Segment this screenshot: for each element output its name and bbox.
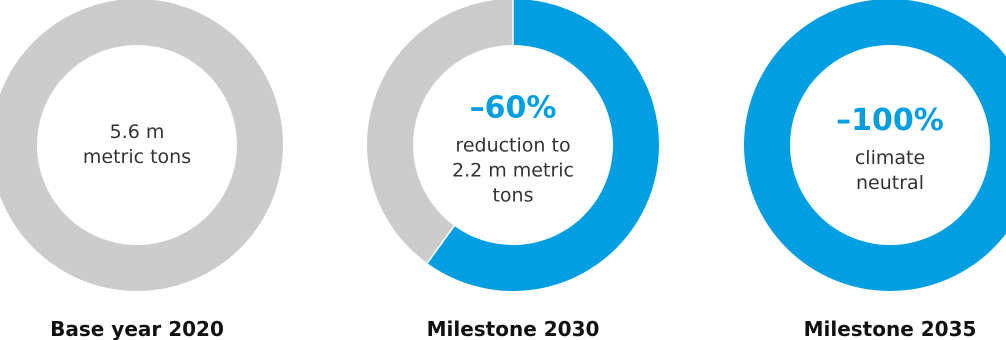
center-label-line: metric tons <box>83 146 191 168</box>
chart-caption: Base year 2020 <box>50 317 224 340</box>
center-headline: –60% <box>470 91 557 126</box>
chart-caption: Milestone 2030 <box>427 317 600 340</box>
center-label-line: neutral <box>856 172 924 194</box>
center-headline: –100% <box>836 103 944 138</box>
center-label-line: 5.6 m <box>110 121 165 143</box>
remaining-slice <box>367 0 513 264</box>
chart-caption: Milestone 2035 <box>804 317 977 340</box>
reduction-slice <box>744 0 1006 291</box>
remaining-slice <box>0 0 283 291</box>
donut-chart-3: –100% climate neutral Milestone 2035 <box>744 0 1006 340</box>
center-label-line: reduction to <box>455 135 570 157</box>
center-label-line: climate <box>855 147 925 169</box>
center-label-line: 2.2 m metric <box>452 160 574 182</box>
donut-chart-1: 5.6 m metric tons Base year 2020 <box>0 0 283 340</box>
center-label-line: tons <box>492 185 533 207</box>
reduction-slice <box>427 0 659 291</box>
slice-separator <box>425 224 456 265</box>
donut-chart-2: –60% reduction to 2.2 m metric tons Mileston… <box>367 0 659 340</box>
